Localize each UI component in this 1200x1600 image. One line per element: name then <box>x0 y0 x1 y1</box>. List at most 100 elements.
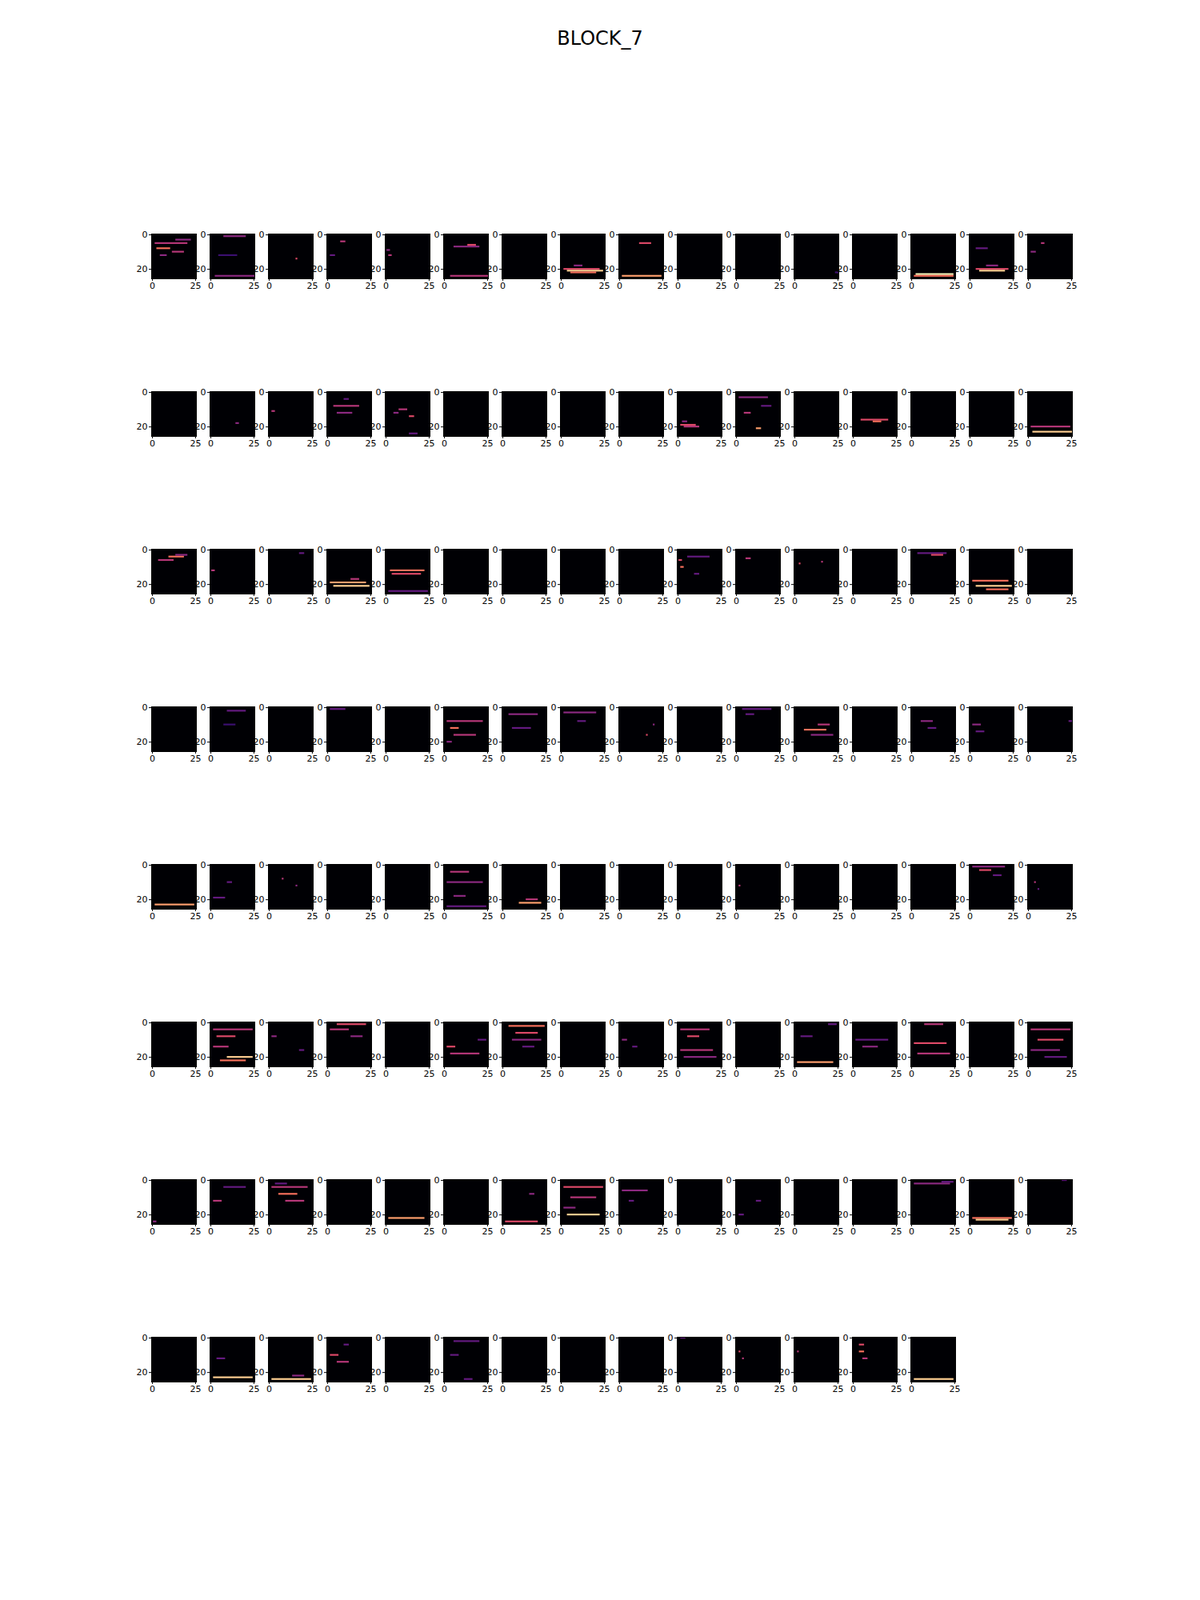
svg-text:0: 0 <box>551 702 557 713</box>
svg-text:25: 25 <box>481 280 493 292</box>
svg-text:25: 25 <box>364 911 376 922</box>
svg-text:0: 0 <box>726 229 732 240</box>
svg-text:0: 0 <box>616 596 623 607</box>
svg-text:0: 0 <box>901 1175 908 1186</box>
svg-text:0: 0 <box>500 1068 506 1080</box>
svg-text:0: 0 <box>901 229 908 240</box>
svg-text:20: 20 <box>662 579 674 590</box>
svg-text:0: 0 <box>266 1226 272 1237</box>
svg-text:20: 20 <box>312 579 324 590</box>
svg-text:25: 25 <box>598 1384 610 1395</box>
svg-text:25: 25 <box>540 1068 552 1080</box>
svg-text:0: 0 <box>668 387 674 398</box>
svg-text:0: 0 <box>792 1068 798 1080</box>
svg-text:20: 20 <box>253 1209 265 1220</box>
svg-text:0: 0 <box>901 702 908 713</box>
svg-text:0: 0 <box>908 438 915 449</box>
svg-text:0: 0 <box>434 544 440 556</box>
svg-text:0: 0 <box>200 1175 207 1186</box>
svg-text:0: 0 <box>149 596 156 607</box>
svg-text:20: 20 <box>312 1367 324 1378</box>
svg-text:25: 25 <box>1065 438 1077 449</box>
svg-text:0: 0 <box>376 229 382 240</box>
svg-text:20: 20 <box>370 421 382 432</box>
svg-text:0: 0 <box>908 596 915 607</box>
svg-text:20: 20 <box>837 421 849 432</box>
svg-text:0: 0 <box>492 1175 499 1186</box>
svg-text:20: 20 <box>195 894 207 905</box>
svg-text:20: 20 <box>545 894 557 905</box>
svg-text:25: 25 <box>423 596 435 607</box>
svg-text:20: 20 <box>779 736 791 748</box>
svg-text:25: 25 <box>248 438 260 449</box>
svg-text:0: 0 <box>500 1226 506 1237</box>
svg-text:0: 0 <box>1018 860 1024 871</box>
svg-text:25: 25 <box>715 911 727 922</box>
svg-text:25: 25 <box>715 753 727 764</box>
svg-text:0: 0 <box>733 1068 740 1080</box>
svg-text:0: 0 <box>441 596 448 607</box>
svg-text:20: 20 <box>253 894 265 905</box>
svg-text:0: 0 <box>960 387 966 398</box>
svg-text:0: 0 <box>376 1332 382 1344</box>
svg-text:0: 0 <box>551 1332 557 1344</box>
svg-text:0: 0 <box>376 544 382 556</box>
svg-text:0: 0 <box>960 860 966 871</box>
svg-text:20: 20 <box>136 264 148 275</box>
svg-text:0: 0 <box>616 1226 623 1237</box>
svg-text:25: 25 <box>364 280 376 292</box>
svg-text:0: 0 <box>551 1017 557 1028</box>
svg-text:25: 25 <box>656 438 668 449</box>
svg-text:25: 25 <box>248 753 260 764</box>
svg-text:0: 0 <box>792 280 798 292</box>
svg-text:0: 0 <box>500 596 506 607</box>
svg-text:25: 25 <box>832 280 844 292</box>
svg-text:20: 20 <box>428 736 440 748</box>
svg-text:25: 25 <box>481 1068 493 1080</box>
svg-text:0: 0 <box>500 911 506 922</box>
svg-text:25: 25 <box>248 1384 260 1395</box>
svg-text:25: 25 <box>306 1068 318 1080</box>
svg-text:0: 0 <box>1018 702 1024 713</box>
svg-text:0: 0 <box>616 911 623 922</box>
svg-text:0: 0 <box>434 387 440 398</box>
svg-text:20: 20 <box>312 264 324 275</box>
svg-text:0: 0 <box>383 753 389 764</box>
svg-text:0: 0 <box>500 280 506 292</box>
svg-text:0: 0 <box>259 860 265 871</box>
svg-text:0: 0 <box>733 596 740 607</box>
svg-text:20: 20 <box>837 736 849 748</box>
svg-text:0: 0 <box>733 753 740 764</box>
svg-text:0: 0 <box>149 1384 156 1395</box>
svg-text:0: 0 <box>1025 1226 1032 1237</box>
svg-text:0: 0 <box>551 387 557 398</box>
svg-text:20: 20 <box>136 421 148 432</box>
svg-text:25: 25 <box>598 596 610 607</box>
svg-text:0: 0 <box>967 1226 973 1237</box>
svg-text:25: 25 <box>656 596 668 607</box>
svg-text:25: 25 <box>1007 438 1019 449</box>
svg-text:0: 0 <box>675 438 681 449</box>
svg-text:25: 25 <box>890 1068 902 1080</box>
svg-text:20: 20 <box>954 1052 966 1063</box>
svg-text:25: 25 <box>306 911 318 922</box>
svg-text:20: 20 <box>370 894 382 905</box>
svg-text:25: 25 <box>423 438 435 449</box>
svg-text:20: 20 <box>896 1052 908 1063</box>
svg-text:20: 20 <box>720 736 732 748</box>
svg-text:25: 25 <box>364 596 376 607</box>
svg-text:20: 20 <box>545 1209 557 1220</box>
svg-text:0: 0 <box>675 1226 681 1237</box>
svg-text:20: 20 <box>896 736 908 748</box>
svg-text:0: 0 <box>434 1017 440 1028</box>
svg-text:0: 0 <box>142 544 148 556</box>
svg-text:25: 25 <box>715 1226 727 1237</box>
svg-text:20: 20 <box>837 1367 849 1378</box>
svg-text:0: 0 <box>142 387 148 398</box>
svg-text:0: 0 <box>668 229 674 240</box>
svg-text:25: 25 <box>364 753 376 764</box>
svg-text:20: 20 <box>896 1367 908 1378</box>
svg-text:0: 0 <box>434 1332 440 1344</box>
svg-text:0: 0 <box>960 702 966 713</box>
svg-text:20: 20 <box>604 736 616 748</box>
